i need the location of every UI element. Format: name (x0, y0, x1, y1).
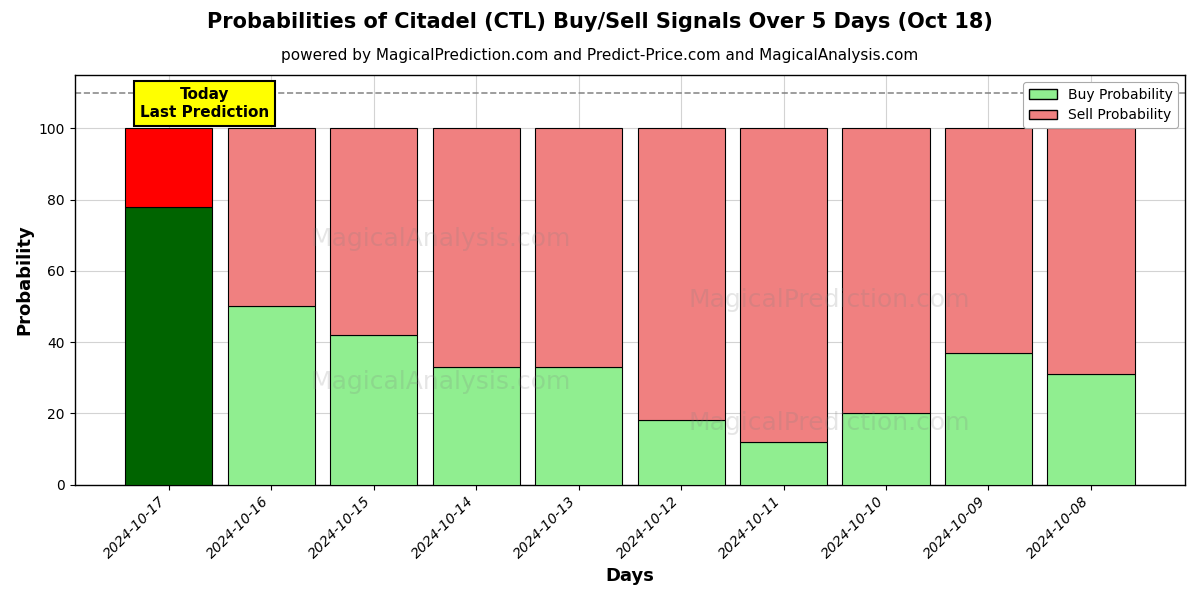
Bar (944, 353, 1032, 485)
Bar (432, 367, 520, 485)
Bar (1048, 374, 1134, 485)
Text: Probabilities of Citadel (CTL) Buy/Sell Signals Over 5 Days (Oct 18): Probabilities of Citadel (CTL) Buy/Sell … (208, 12, 992, 32)
Bar (432, 128, 520, 367)
Bar (842, 128, 930, 413)
Bar (535, 128, 622, 367)
X-axis label: Days: Days (605, 567, 654, 585)
Bar (740, 442, 827, 485)
Bar (125, 207, 212, 485)
Y-axis label: Probability: Probability (16, 224, 34, 335)
Bar (228, 307, 314, 485)
Bar (944, 128, 1032, 353)
Bar (330, 335, 418, 485)
Bar (330, 128, 418, 335)
Bar (228, 128, 314, 307)
Bar (125, 128, 212, 207)
Text: powered by MagicalPrediction.com and Predict-Price.com and MagicalAnalysis.com: powered by MagicalPrediction.com and Pre… (281, 48, 919, 63)
Bar (740, 128, 827, 442)
Text: Today
Last Prediction: Today Last Prediction (140, 87, 269, 119)
Bar (637, 128, 725, 421)
Text: MagicalPrediction.com: MagicalPrediction.com (689, 288, 971, 312)
Bar (1048, 128, 1134, 374)
Text: MagicalAnalysis.com: MagicalAnalysis.com (311, 227, 571, 251)
Text: MagicalAnalysis.com: MagicalAnalysis.com (311, 370, 571, 394)
Bar (637, 421, 725, 485)
Bar (842, 413, 930, 485)
Bar (535, 367, 622, 485)
Text: MagicalPrediction.com: MagicalPrediction.com (689, 411, 971, 435)
Legend: Buy Probability, Sell Probability: Buy Probability, Sell Probability (1024, 82, 1178, 128)
